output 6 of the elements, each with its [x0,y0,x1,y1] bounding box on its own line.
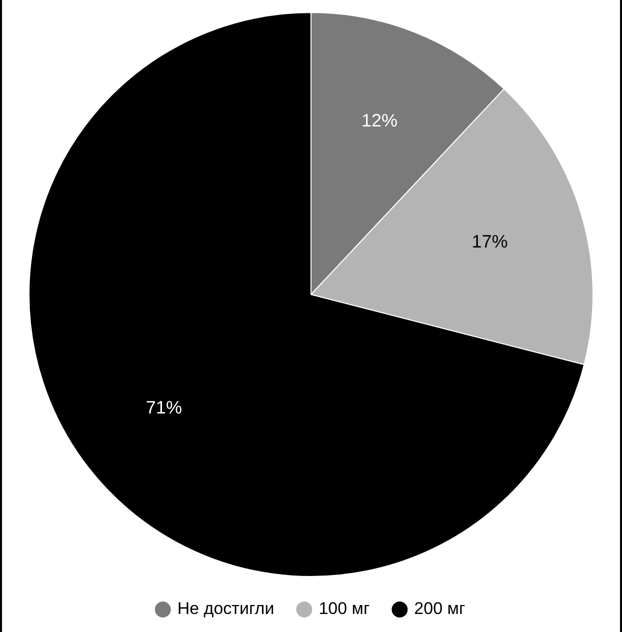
data-label: 17% [472,232,508,252]
data-label: 12% [362,110,398,130]
legend-label: 100 мг [318,599,370,618]
legend-label: 200 мг [414,599,466,618]
legend-label: Не достигли [177,599,274,618]
data-label: 71% [146,398,182,418]
